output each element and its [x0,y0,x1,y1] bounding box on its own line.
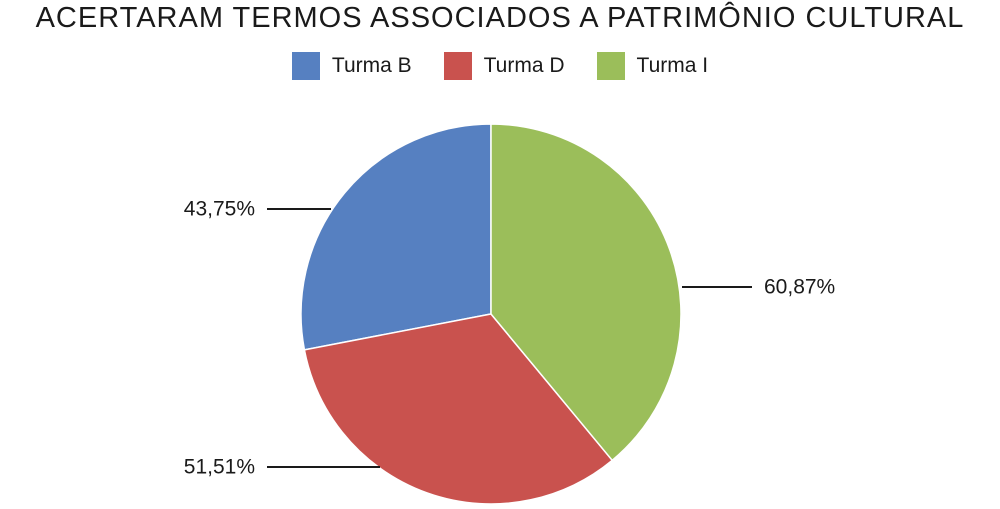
chart-legend: Turma B Turma D Turma I [0,52,1000,80]
legend-item-turma-d: Turma D [443,52,565,80]
legend-item-turma-i: Turma I [596,52,709,80]
legend-label-turma-b: Turma B [331,54,412,77]
legend-swatch-turma-b [291,52,320,80]
pie-slice-turma-d [303,313,614,505]
legend-label-turma-d: Turma D [483,54,565,77]
legend-swatch-turma-i [596,52,625,80]
data-label-turma-d: 51,51% [184,456,255,479]
chart-title: ACERTARAM TERMOS ASSOCIADOS A PATRIMÔNIO… [35,2,965,34]
legend-swatch-turma-d [443,52,472,80]
legend-item-turma-b: Turma B [291,52,412,80]
legend-label-turma-i: Turma I [636,54,709,77]
data-label-turma-i: 60,87% [764,276,835,299]
pie-slice-turma-b [300,123,492,351]
data-label-turma-b: 43,75% [184,198,255,221]
pie-slice-turma-i [490,123,682,462]
